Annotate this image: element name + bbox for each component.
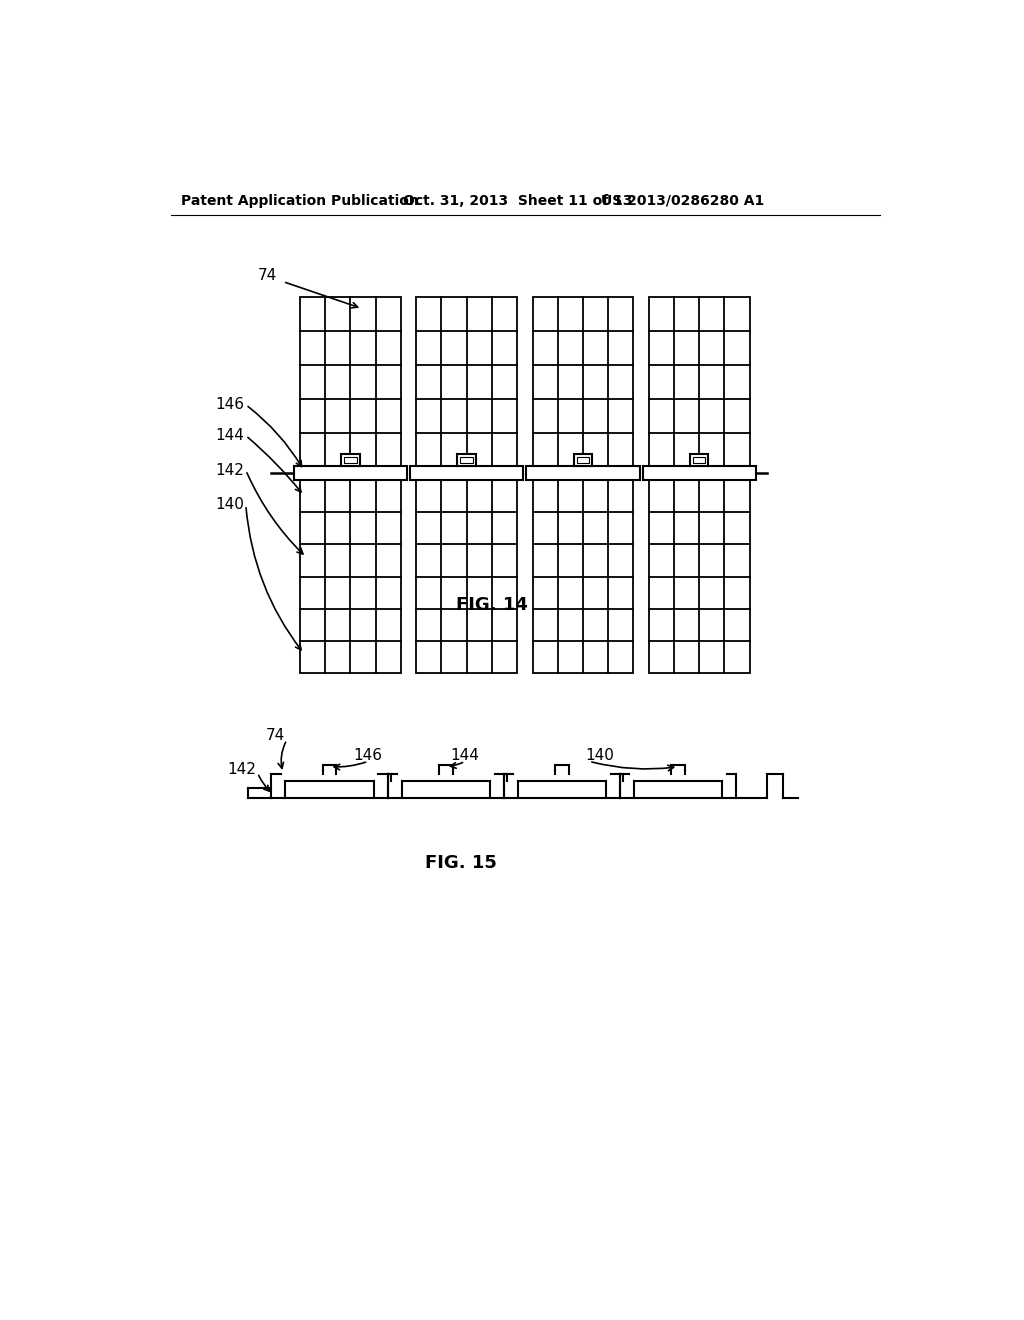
Bar [532, 480, 633, 673]
Text: 146: 146 [215, 397, 245, 412]
Text: US 2013/0286280 A1: US 2013/0286280 A1 [601, 194, 764, 207]
Bar [417, 480, 517, 673]
Text: Patent Application Publication: Patent Application Publication [180, 194, 419, 207]
Bar [417, 297, 517, 466]
Bar [532, 297, 633, 466]
Text: FIG. 15: FIG. 15 [425, 854, 498, 873]
Text: 142: 142 [215, 463, 245, 478]
Bar [458, 454, 476, 466]
Bar [526, 466, 640, 480]
Bar [410, 466, 523, 480]
Bar [577, 457, 589, 463]
Bar [341, 454, 359, 466]
Text: 144: 144 [451, 747, 479, 763]
Bar [649, 480, 750, 673]
Text: 74: 74 [265, 729, 285, 743]
Text: FIG. 14: FIG. 14 [457, 597, 528, 614]
Bar [573, 454, 592, 466]
Bar [344, 457, 356, 463]
Text: Oct. 31, 2013  Sheet 11 of 13: Oct. 31, 2013 Sheet 11 of 13 [403, 194, 633, 207]
Bar [690, 454, 709, 466]
Bar [300, 297, 400, 466]
Bar [294, 466, 407, 480]
Text: 74: 74 [258, 268, 276, 282]
Bar [643, 466, 756, 480]
Bar [300, 480, 400, 673]
Bar [649, 297, 750, 466]
Text: 140: 140 [586, 747, 614, 763]
Text: 144: 144 [215, 428, 245, 444]
Text: 142: 142 [227, 762, 256, 776]
Bar [461, 457, 473, 463]
Text: 140: 140 [215, 498, 245, 512]
Bar [693, 457, 706, 463]
Text: 146: 146 [353, 747, 383, 763]
